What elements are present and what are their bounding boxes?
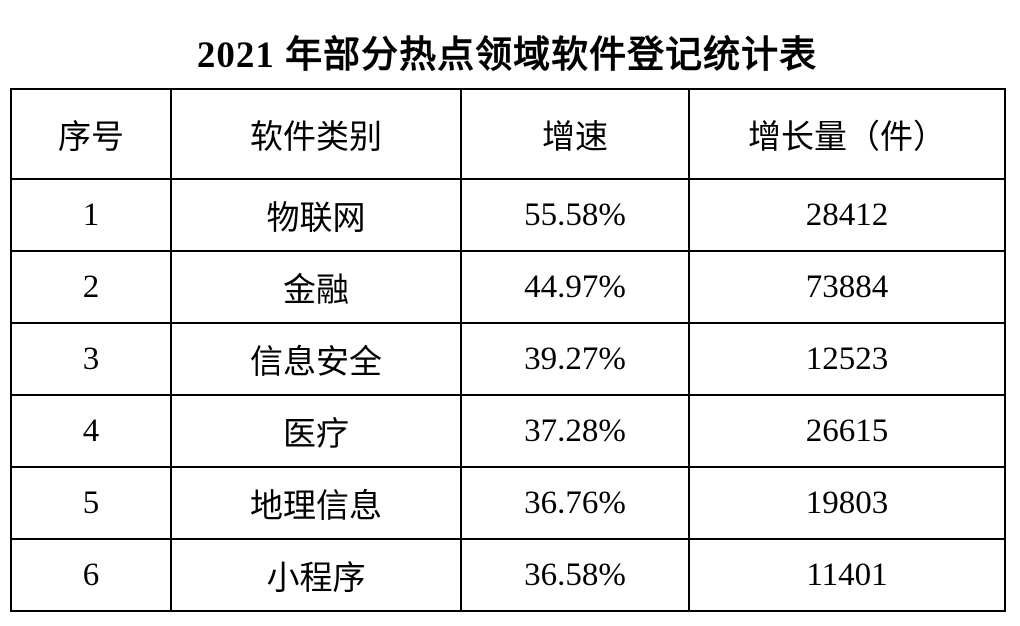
header-cell-growth-rate: 增速 bbox=[460, 88, 690, 180]
header-row: 序号 软件类别 增速 增长量（件） bbox=[10, 88, 1006, 180]
table-row: 1 物联网 55.58% 28412 bbox=[10, 178, 1006, 252]
cell-index: 5 bbox=[10, 466, 172, 540]
table-row: 3 信息安全 39.27% 12523 bbox=[10, 322, 1006, 396]
cell-growth-amount: 19803 bbox=[688, 466, 1006, 540]
cell-index: 2 bbox=[10, 250, 172, 324]
cell-index: 4 bbox=[10, 394, 172, 468]
cell-growth-rate: 37.28% bbox=[460, 394, 690, 468]
statistics-table: 序号 软件类别 增速 增长量（件） 1 物联网 55.58% 28412 2 金… bbox=[10, 88, 1006, 612]
cell-growth-amount: 28412 bbox=[688, 178, 1006, 252]
cell-index: 1 bbox=[10, 178, 172, 252]
cell-growth-rate: 55.58% bbox=[460, 178, 690, 252]
cell-index: 3 bbox=[10, 322, 172, 396]
cell-growth-amount: 11401 bbox=[688, 538, 1006, 612]
cell-category: 信息安全 bbox=[170, 322, 462, 396]
cell-growth-rate: 44.97% bbox=[460, 250, 690, 324]
header-cell-category: 软件类别 bbox=[170, 88, 462, 180]
cell-growth-amount: 73884 bbox=[688, 250, 1006, 324]
cell-category: 金融 bbox=[170, 250, 462, 324]
header-cell-growth-amount: 增长量（件） bbox=[688, 88, 1006, 180]
table-body: 1 物联网 55.58% 28412 2 金融 44.97% 73884 3 信… bbox=[10, 178, 1006, 612]
table-row: 5 地理信息 36.76% 19803 bbox=[10, 466, 1006, 540]
cell-index: 6 bbox=[10, 538, 172, 612]
cell-growth-rate: 36.58% bbox=[460, 538, 690, 612]
cell-growth-rate: 39.27% bbox=[460, 322, 690, 396]
table-row: 6 小程序 36.58% 11401 bbox=[10, 538, 1006, 612]
table-row: 2 金融 44.97% 73884 bbox=[10, 250, 1006, 324]
table-row: 4 医疗 37.28% 26615 bbox=[10, 394, 1006, 468]
cell-category: 小程序 bbox=[170, 538, 462, 612]
cell-category: 地理信息 bbox=[170, 466, 462, 540]
cell-growth-rate: 36.76% bbox=[460, 466, 690, 540]
cell-category: 物联网 bbox=[170, 178, 462, 252]
cell-growth-amount: 12523 bbox=[688, 322, 1006, 396]
cell-category: 医疗 bbox=[170, 394, 462, 468]
page-title: 2021 年部分热点领域软件登记统计表 bbox=[196, 35, 818, 76]
cell-growth-amount: 26615 bbox=[688, 394, 1006, 468]
header-cell-index: 序号 bbox=[10, 88, 172, 180]
table-header: 序号 软件类别 增速 增长量（件） bbox=[10, 88, 1006, 180]
